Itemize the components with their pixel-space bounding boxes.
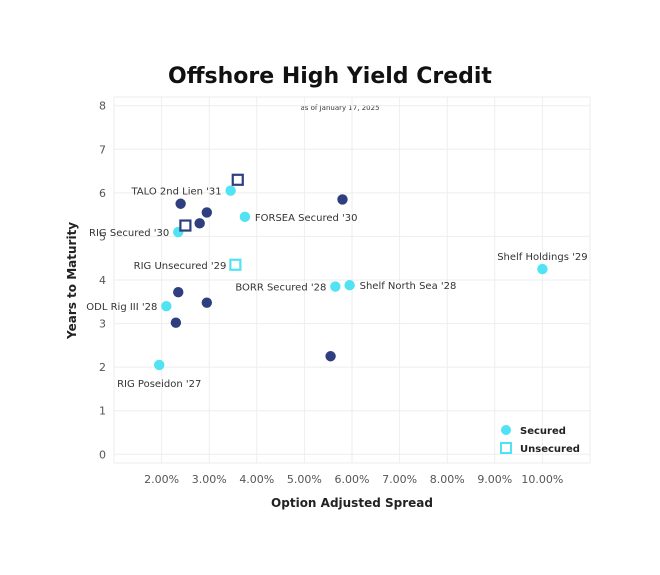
y-tick-label: 6: [99, 187, 106, 200]
data-label: Shelf North Sea '28: [360, 281, 457, 292]
peer-point: [201, 297, 213, 308]
secured-point: [330, 281, 341, 292]
legend-secured-marker: [501, 425, 511, 435]
x-tick-label: 7.00%: [382, 473, 417, 486]
x-tick-label: 9.00%: [477, 473, 512, 486]
secured-point: [154, 359, 165, 371]
secured-point: [344, 280, 355, 291]
x-tick-label: 5.00%: [287, 473, 322, 486]
peer-point: [175, 198, 186, 209]
y-tick-label: 7: [99, 143, 106, 156]
data-label: TALO 2nd Lien '31: [130, 187, 221, 198]
secured-point: [161, 300, 172, 312]
unsecured-point: [231, 173, 244, 186]
x-tick-label: 3.00%: [192, 473, 227, 486]
secured-point: [225, 185, 236, 196]
data-label: RIG Secured '30: [89, 228, 169, 239]
y-tick-label: 4: [99, 274, 106, 287]
x-tick-label: 2.00%: [144, 473, 179, 486]
legend-unsecured-marker: [500, 442, 512, 454]
unsecured-point: [229, 258, 242, 271]
peer-point: [337, 194, 348, 205]
chart-subtitle: as of January 17, 2025: [300, 104, 380, 112]
data-label: RIG Unsecured '29: [134, 261, 227, 272]
peer-point: [194, 218, 205, 229]
peer-point: [170, 317, 182, 328]
secured-point: [239, 211, 251, 223]
x-tick-label: 6.00%: [335, 473, 370, 486]
peer-point: [325, 351, 336, 362]
legend-label: Unsecured: [520, 444, 580, 455]
legend-label: Secured: [520, 426, 566, 437]
x-tick-label: 8.00%: [430, 473, 465, 486]
data-label: FORSEA Secured '30: [255, 213, 358, 224]
data-label: Shelf Holdings '29: [497, 252, 587, 263]
y-axis-label: Years to Maturity: [65, 221, 79, 339]
data-label: ODL Rig III '28: [86, 302, 157, 313]
y-tick-label: 3: [99, 318, 106, 331]
data-label: RIG Poseidon '27: [117, 379, 201, 390]
x-tick-label: 10.00%: [521, 473, 563, 486]
secured-point: [537, 263, 548, 275]
y-tick-label: 1: [99, 405, 106, 418]
chart-title: Offshore High Yield Credit: [168, 64, 492, 89]
y-tick-label: 2: [99, 361, 106, 374]
y-tick-label: 0: [99, 448, 106, 461]
y-tick-label: 8: [99, 100, 106, 113]
peer-point: [201, 207, 213, 218]
y-tick-label: 5: [99, 230, 106, 243]
peer-point: [173, 287, 184, 298]
x-axis-label: Option Adjusted Spread: [271, 496, 433, 510]
x-tick-label: 4.00%: [239, 473, 274, 486]
unsecured-point: [179, 219, 192, 232]
data-label: BORR Secured '28: [235, 283, 326, 294]
